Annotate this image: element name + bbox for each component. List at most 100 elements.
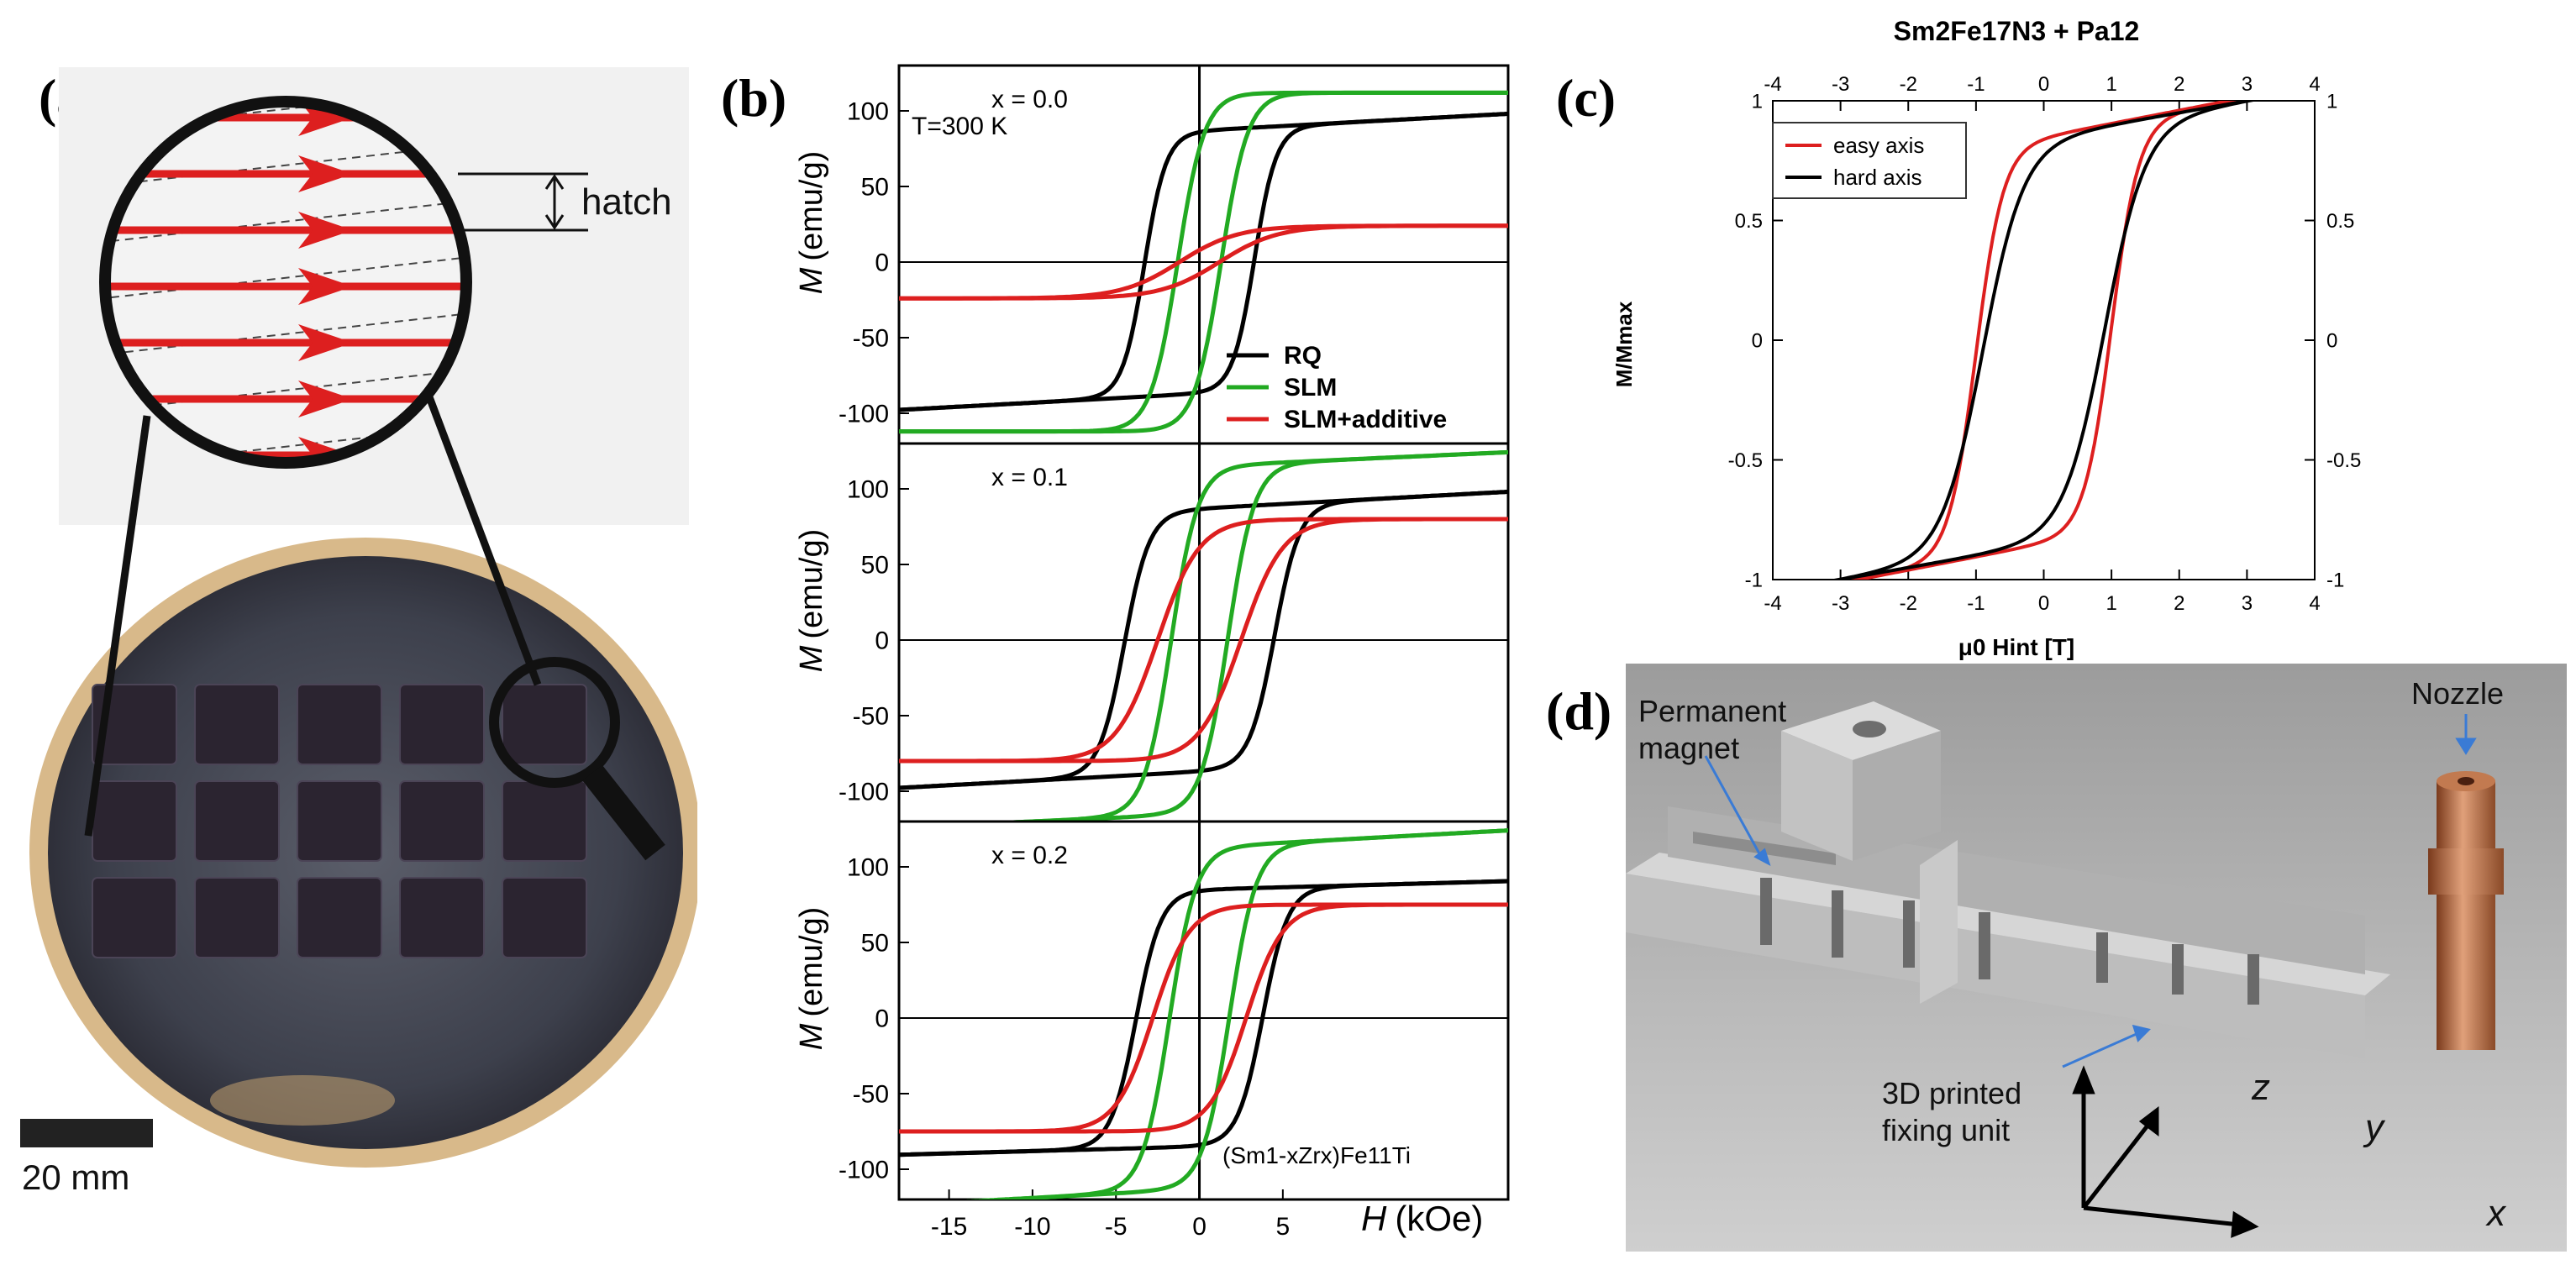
y-tick-label: 0	[875, 627, 889, 655]
subplot-x-0-0: -100 -50 0 50 100 x = 0.0	[839, 64, 1510, 445]
x-tick-label: 4	[2309, 592, 2320, 615]
panel-label-b: (b)	[721, 68, 787, 128]
ylabel-c: M/Mmax	[1611, 301, 1637, 387]
y-tick-label-right: 1	[2326, 90, 2337, 113]
printed-samples	[92, 684, 587, 958]
label-permanent-magnet: Permanent magnet	[1638, 693, 1786, 767]
sample-square	[297, 780, 382, 862]
label-fixing-unit: 3D printed fixing unit	[1882, 1075, 2021, 1149]
x-tick-label: -2	[1900, 592, 1917, 615]
y-tick-label-right: 0	[2326, 329, 2337, 352]
x-tick-label: 0	[1192, 1213, 1207, 1241]
x-tick-label-top: -3	[1832, 73, 1849, 96]
y-tick-label: -100	[839, 1157, 889, 1184]
y-tick-label: 100	[847, 476, 889, 504]
dish-stain	[210, 1075, 395, 1126]
x-tick-label: -4	[1764, 592, 1781, 615]
zoom-circle-bg	[105, 102, 466, 463]
hatch-indicator	[458, 172, 588, 232]
y-tick-label: -50	[853, 325, 889, 353]
sample-square	[399, 780, 485, 862]
x-tick-label: -1	[1967, 592, 1985, 615]
y-tick-label: -0.5	[1728, 449, 1763, 472]
nozzle-nut	[2428, 848, 2504, 895]
ylabel-mid: M(emu/g)	[794, 529, 829, 673]
y-tick-label-right: -0.5	[2326, 449, 2361, 472]
sample-square	[92, 877, 177, 958]
y-tick-label: -50	[853, 703, 889, 731]
y-tick-label: -100	[839, 401, 889, 428]
legend-b: RQ SLM SLM+additive	[1227, 342, 1447, 433]
y-tick-label: 50	[861, 174, 889, 202]
series-easy-axis-descending	[1850, 101, 2237, 580]
x-tick-label: 5	[1276, 1213, 1291, 1241]
fixing-bar-front	[1626, 874, 2365, 1058]
series-slm-descending	[965, 828, 1508, 1199]
y-tick-label-right: 0.5	[2326, 210, 2354, 233]
permanent-magnet-slab	[1693, 832, 1836, 865]
panel-c-chart: -1 -1-0.5 -0.50 00.5 0.51 1-4-4-3-3-2-2-1-100…	[1611, 16, 2362, 660]
y-tick-label: 1	[1752, 90, 1763, 113]
magnet-cube-side	[1853, 731, 1941, 861]
zoom-line-left	[84, 415, 151, 837]
divider-wall	[1920, 840, 1958, 1004]
y-tick-label: -1	[1745, 569, 1763, 591]
chart-title-c: Sm2Fe17N3 + Pa12	[1894, 16, 2140, 46]
x-tick-label-top: -4	[1764, 73, 1781, 96]
x-tick-label: -5	[1105, 1213, 1128, 1241]
x-tick-label: -3	[1832, 592, 1849, 615]
x-tick-label-top: 3	[2242, 73, 2253, 96]
subplot-annotation: x = 0.0	[991, 86, 1068, 113]
panel-a	[20, 67, 697, 1168]
x-tick-label-top: -1	[1967, 73, 1985, 96]
sample-square	[502, 684, 587, 765]
sample-square	[399, 684, 485, 765]
xlabel: H (kOe)	[1361, 1199, 1483, 1238]
axis-label-y: y	[2365, 1107, 2384, 1148]
axis-label-x: x	[2487, 1193, 2505, 1234]
magnifier-glass-icon	[489, 657, 620, 788]
series-rq-descending	[899, 489, 1508, 790]
nozzle	[2437, 781, 2495, 1050]
sample-square	[92, 684, 177, 765]
pointer-arrows	[1704, 714, 2477, 1068]
subplot-annotation: x = 0.1	[991, 464, 1068, 491]
x-tick-label: 3	[2242, 592, 2253, 615]
panel-d-render	[1626, 664, 2567, 1252]
plot-frame	[897, 820, 1510, 1201]
y-tick-label: -50	[853, 1081, 889, 1109]
magnet-cube-front	[1781, 731, 1853, 861]
x-tick-label: -15	[931, 1213, 967, 1241]
y-tick-label: 50	[861, 930, 889, 958]
fixing-slots	[1760, 878, 2259, 1005]
y-tick-label: 100	[847, 98, 889, 126]
scale-bar	[20, 1119, 153, 1147]
y-tick-label: 0	[875, 1005, 889, 1033]
y-tick-label: 0	[1752, 329, 1763, 352]
series-rq-descending	[899, 879, 1508, 1157]
series-slm-descending	[986, 449, 1508, 821]
formula-label: (Sm1-xZrx)Fe11Ti	[1222, 1142, 1411, 1168]
sample-square	[297, 877, 382, 958]
sample-square	[502, 877, 587, 958]
xlabel-c: μ0 Hint [T]	[1958, 634, 2074, 660]
x-tick-label-top: 1	[2105, 73, 2116, 96]
nozzle-bore	[2458, 777, 2474, 785]
zoom-line-right	[424, 393, 542, 686]
legend-label-easy: easy axis	[1833, 133, 1924, 158]
x-tick-label: -10	[1014, 1213, 1050, 1241]
sample-square	[194, 780, 280, 862]
y-tick-label: 50	[861, 552, 889, 580]
label-permanent-magnet-line1: Permanent	[1638, 694, 1787, 728]
panel-label-d: (d)	[1546, 681, 1612, 741]
temperature-label: T=300 K	[912, 113, 1007, 140]
cube-hole	[1853, 721, 1886, 737]
coordinate-axes	[2072, 1065, 2259, 1238]
y-tick-label-right: -1	[2326, 569, 2344, 591]
legend-label-slm: SLM	[1284, 374, 1337, 402]
x-tick-label: 0	[2038, 592, 2049, 615]
hysteresis-plot-c: -1 -1-0.5 -0.50 00.5 0.51 1-4-4-3-3-2-2-1-100…	[1728, 73, 2362, 615]
x-tick-label-top: 2	[2174, 73, 2184, 96]
